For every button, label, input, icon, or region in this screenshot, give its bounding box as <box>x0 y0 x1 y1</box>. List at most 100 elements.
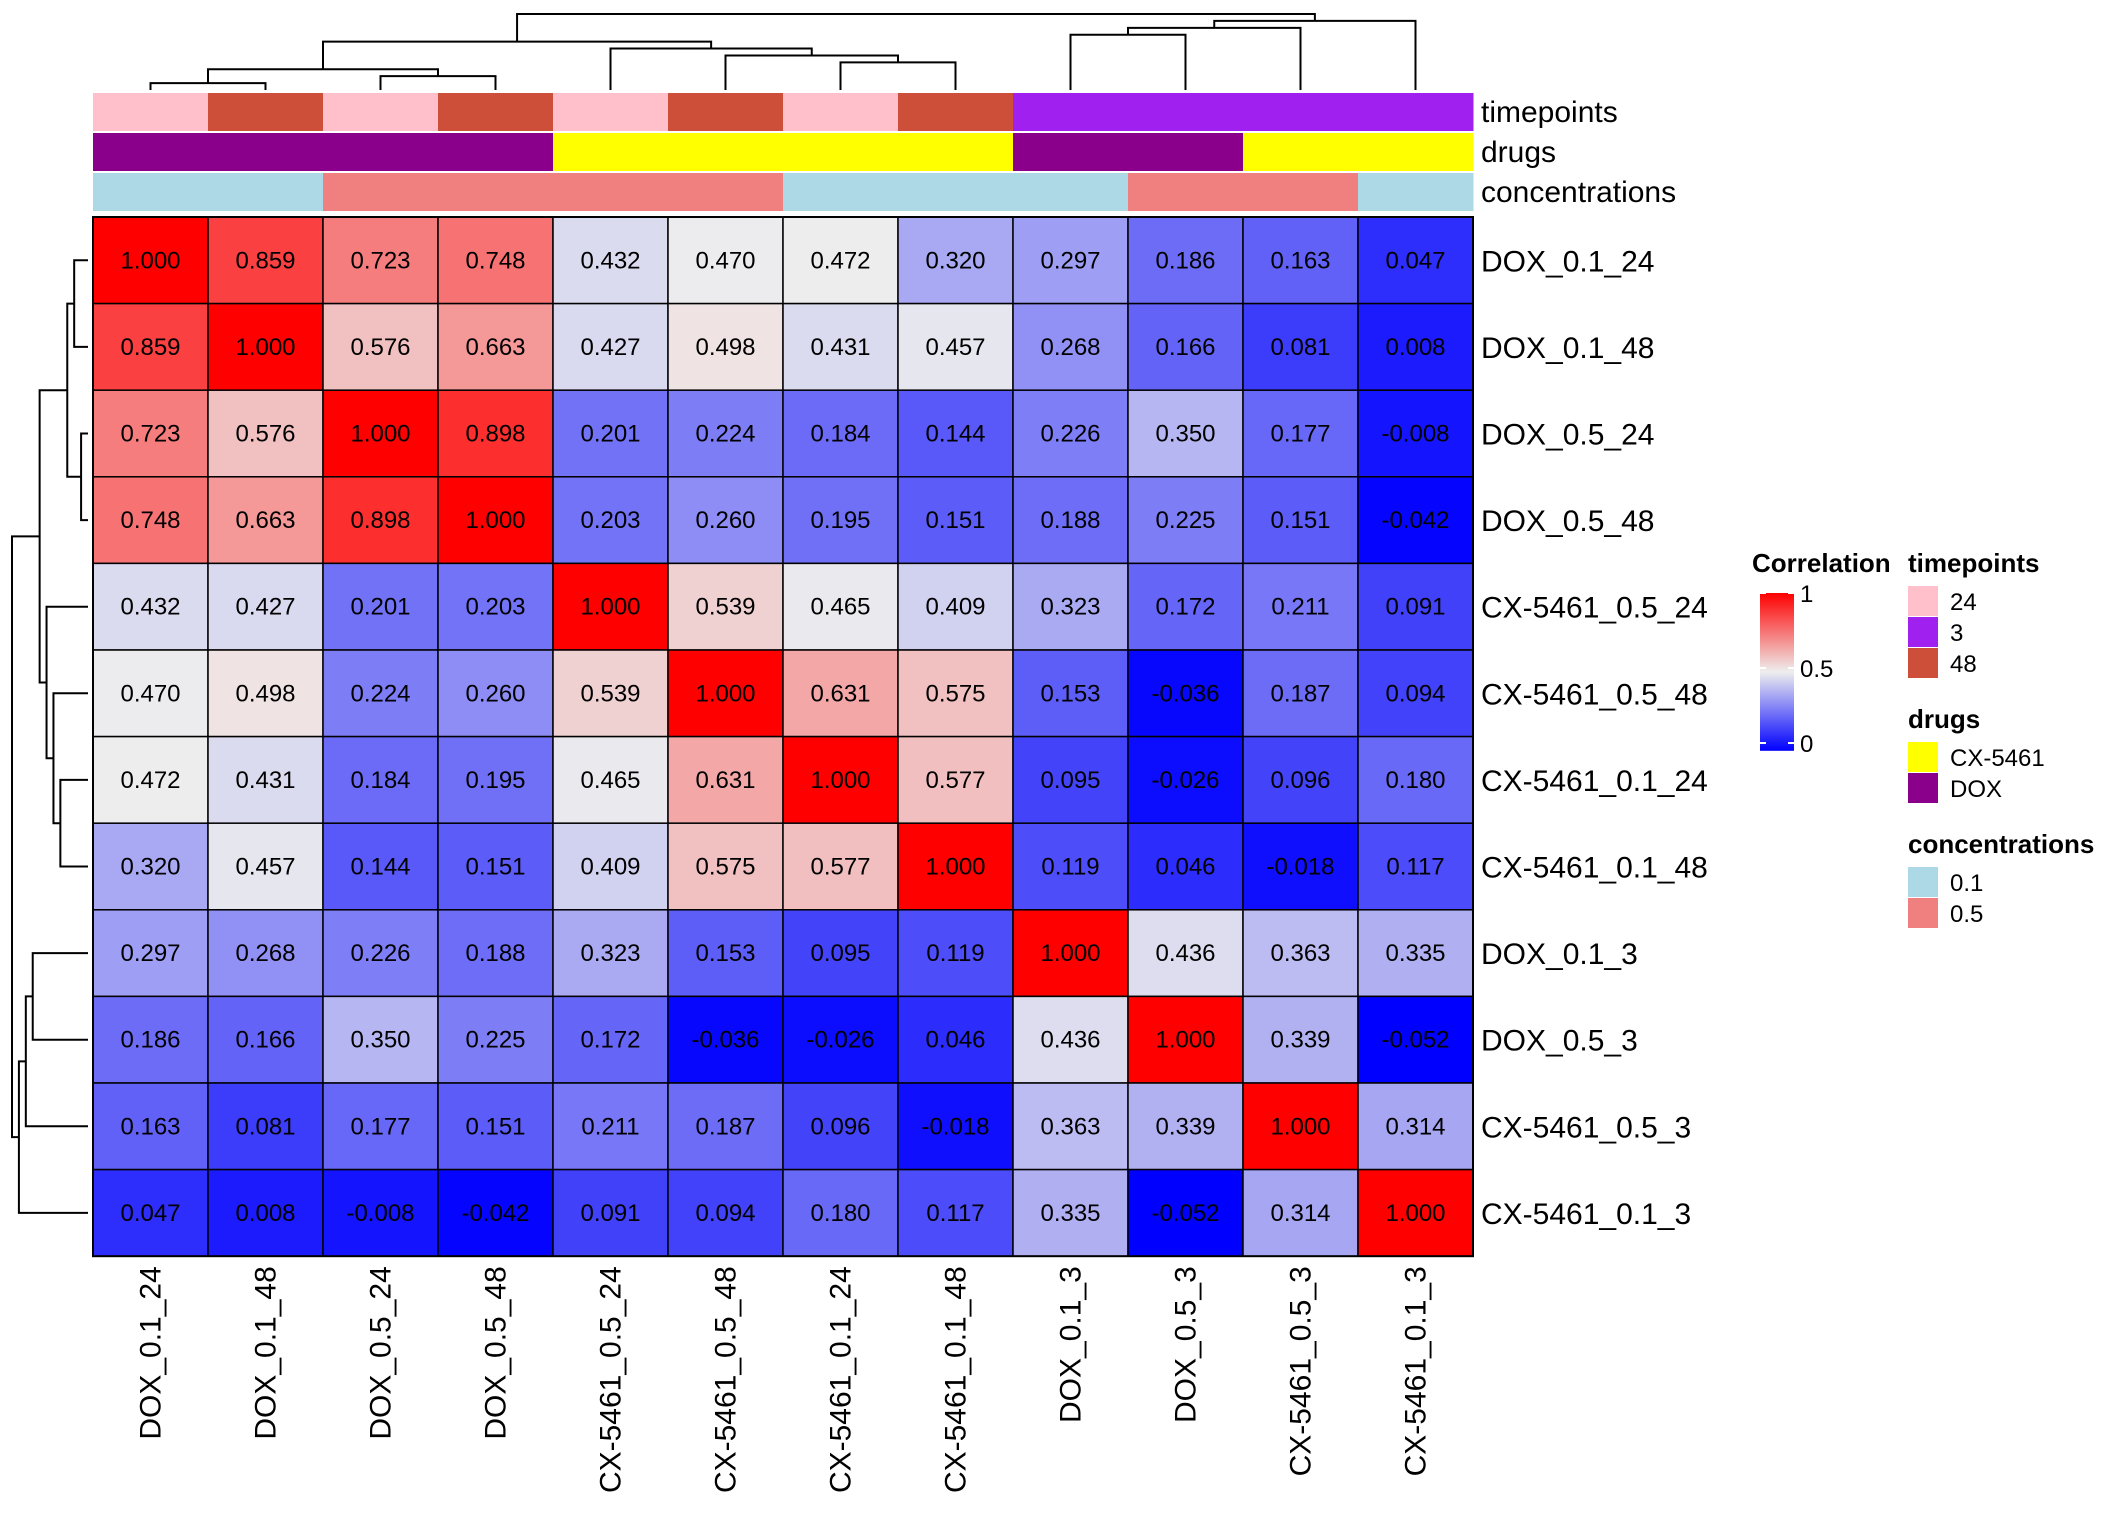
color-scale-legend: Correlation 1 0.5 0 <box>1752 548 1891 758</box>
cell-value-label: 0.188 <box>465 940 525 967</box>
heatmap-cell-7-1 <box>207 822 324 911</box>
heatmap-cell-10-11 <box>1357 1082 1474 1171</box>
concentrations-track-label: concentrations <box>1481 176 1676 209</box>
cell-value-label: 0.320 <box>925 247 985 274</box>
row-labels: DOX_0.1_24 DOX_0.1_48 DOX_0.5_24 DOX_0.5_48… <box>1481 245 1708 1231</box>
cell-value-label: 0.211 <box>581 1113 639 1140</box>
timepoints-legend-swatch <box>1908 586 1938 616</box>
heatmap-cell-10-7 <box>897 1082 1014 1171</box>
cell-value-label: 0.166 <box>1155 334 1215 361</box>
concentrations-legend-swatch <box>1908 867 1938 897</box>
heatmap-cell-9-8 <box>1012 995 1129 1084</box>
cell-value-label: 0.432 <box>580 247 640 274</box>
heatmap-cell-5-1 <box>207 649 324 738</box>
cell-value-label: 0.180 <box>810 1200 870 1227</box>
cell-value-label: 1.000 <box>1385 1200 1445 1227</box>
cell-value-label: 0.144 <box>350 854 410 881</box>
heatmap-cell-9-10 <box>1242 995 1359 1084</box>
concentrations-annotation-cell <box>323 173 439 211</box>
cell-value-label: 0.151 <box>1270 507 1330 534</box>
cell-value-label: 0.577 <box>925 767 985 794</box>
cell-value-label: 0.297 <box>120 940 180 967</box>
heatmap-cell-2-10 <box>1242 389 1359 478</box>
timepoints-legend-swatch <box>1908 648 1938 678</box>
cell-value-label: 0.472 <box>810 247 870 274</box>
heatmap-cell-9-6 <box>782 995 899 1084</box>
row-label: DOX_0.5_48 <box>1481 505 1654 538</box>
cell-value-label: 1.000 <box>465 507 525 534</box>
cell-value-label: 0.898 <box>350 507 410 534</box>
cell-value-label: 0.363 <box>1270 940 1330 967</box>
heatmap-cell-8-9 <box>1127 909 1244 998</box>
concentrations-legend-label: 0.5 <box>1950 901 1983 928</box>
cell-value-label: 0.153 <box>695 940 755 967</box>
cell-value-label: 0.898 <box>465 421 525 448</box>
heatmap-cell-2-2 <box>322 389 439 478</box>
cell-value-label: 0.539 <box>580 680 640 707</box>
heatmap-cell-4-5 <box>667 562 784 651</box>
cell-value-label: 0.457 <box>925 334 985 361</box>
cell-value-label: 1.000 <box>1040 940 1100 967</box>
heatmap-cell-9-7 <box>897 995 1014 1084</box>
heatmap-border <box>92 216 1474 1258</box>
heatmap-cell-11-7 <box>897 1168 1014 1257</box>
cell-value-label: 0.096 <box>1270 767 1330 794</box>
cell-value-label: -0.008 <box>346 1200 414 1227</box>
cell-value-label: 0.576 <box>350 334 410 361</box>
row-label: CX-5461_0.5_24 <box>1481 592 1708 625</box>
cell-value-label: 0.224 <box>350 680 410 707</box>
cell-value-label: 0.859 <box>235 247 295 274</box>
cell-value-label: 1.000 <box>810 767 870 794</box>
heatmap-cell-9-4 <box>552 995 669 1084</box>
cell-value-label: 0.225 <box>1155 507 1215 534</box>
cell-value-label: 0.350 <box>350 1027 410 1054</box>
cell-value-label: 0.431 <box>810 334 870 361</box>
cell-value-label: 0.339 <box>1155 1113 1215 1140</box>
cell-value-label: 1.000 <box>350 421 410 448</box>
color-scale-tick-label: 0.5 <box>1800 656 1833 683</box>
dendrogram-branch <box>839 61 957 90</box>
heatmap-cell-2-7 <box>897 389 1014 478</box>
drugs-annotation-cell <box>323 133 439 171</box>
drugs-annotation-cell <box>208 133 324 171</box>
cell-value-label: 0.539 <box>695 594 755 621</box>
cell-value-label: 0.226 <box>1040 421 1100 448</box>
cell-value-label: 0.409 <box>925 594 985 621</box>
heatmap-cell-5-3 <box>437 649 554 738</box>
cell-value-label: 0.163 <box>1270 247 1330 274</box>
cell-value-label: 0.184 <box>350 767 410 794</box>
cell-value-label: 0.172 <box>1155 594 1215 621</box>
timepoints-annotation-cell <box>208 93 324 131</box>
concentrations-annotation-cell <box>1358 173 1474 211</box>
cell-value-label: 0.096 <box>810 1113 870 1140</box>
heatmap-cell-0-4 <box>552 216 669 305</box>
cell-value-label: 0.427 <box>580 334 640 361</box>
column-label: DOX_0.1_3 <box>1055 1266 1088 1423</box>
drugs-annotation-cell <box>553 133 669 171</box>
timepoints-annotation-cell <box>898 93 1014 131</box>
dendrogram-branch <box>149 82 267 90</box>
heatmap-cell-6-11 <box>1357 735 1474 824</box>
cell-value-label: -0.036 <box>1151 680 1219 707</box>
cell-value-label: 0.723 <box>350 247 410 274</box>
timepoints-legend-label: 3 <box>1950 620 1963 647</box>
timepoints-legend-label: 48 <box>1950 651 1977 678</box>
heatmap-cell-4-0 <box>92 562 209 651</box>
dendrogram-branch <box>516 13 1316 42</box>
cell-value-label: 0.047 <box>1385 247 1445 274</box>
dendrogram-branch <box>379 75 497 90</box>
column-label: CX-5461_0.5_24 <box>595 1266 628 1493</box>
cell-value-label: -0.026 <box>1151 767 1219 794</box>
cell-value-label: 0.203 <box>580 507 640 534</box>
cell-value-label: 0.472 <box>120 767 180 794</box>
heatmap-cell-2-11 <box>1357 389 1474 478</box>
drugs-legend-swatch <box>1908 742 1938 772</box>
heatmap-cell-5-11 <box>1357 649 1474 738</box>
cell-value-label: 0.226 <box>350 940 410 967</box>
cell-value-label: 0.203 <box>465 594 525 621</box>
heatmap-cell-1-8 <box>1012 302 1129 391</box>
heatmap-cell-9-11 <box>1357 995 1474 1084</box>
color-scale-title: Correlation <box>1752 548 1891 578</box>
row-label: DOX_0.1_48 <box>1481 332 1654 365</box>
timepoints-annotation-cell <box>783 93 899 131</box>
